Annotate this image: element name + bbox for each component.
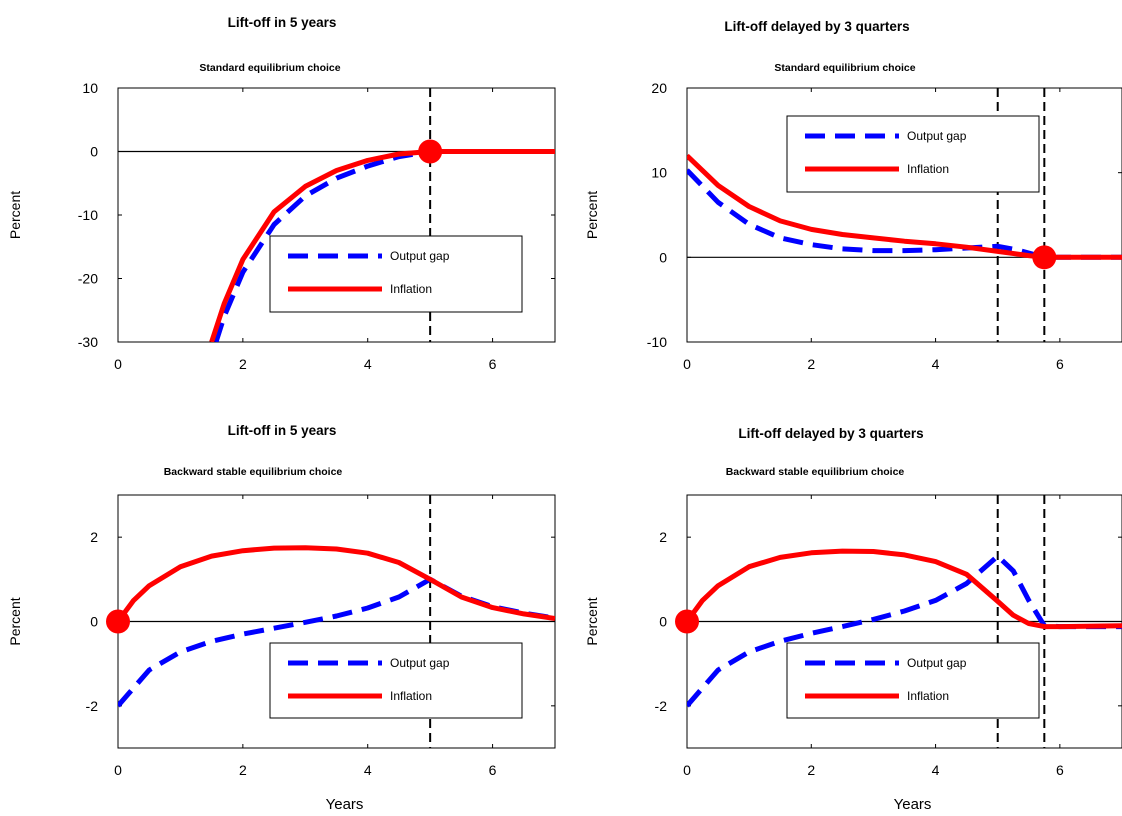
plot-area [687, 548, 1122, 708]
legend-label: Inflation [390, 282, 432, 296]
legend-label: Inflation [390, 689, 432, 703]
x-tick-label: 6 [489, 356, 497, 372]
liftoff-marker [675, 609, 699, 634]
y-tick-label: -2 [86, 698, 99, 714]
y-tick-label: -10 [78, 207, 98, 223]
x-tick-label: 2 [239, 762, 247, 778]
plot-area [118, 545, 555, 708]
y-axis-label: Percent [584, 191, 600, 239]
y-tick-label: 2 [90, 529, 98, 545]
legend: Output gap Inflation [269, 642, 523, 719]
x-tick-label: 6 [1056, 356, 1064, 372]
chart-subtitle: Backward stable equilibrium choice [164, 466, 343, 478]
y-tick-label: 0 [90, 614, 98, 630]
legend-box [786, 115, 1040, 193]
legend-box [786, 642, 1040, 719]
x-tick-label: 0 [683, 762, 691, 778]
x-tick-label: 2 [239, 356, 247, 372]
legend-label: Output gap [907, 656, 967, 670]
y-tick-label: -2 [655, 698, 668, 714]
x-tick-label: 6 [1056, 762, 1064, 778]
y-tick-label: -10 [647, 334, 667, 350]
x-tick-label: 4 [364, 762, 372, 778]
x-tick-label: 4 [932, 762, 940, 778]
x-tick-label: 0 [683, 356, 691, 372]
chart-panel-4: Lift-off delayed by 3 quarters Backward s… [584, 426, 1122, 813]
legend-box [269, 642, 523, 719]
y-tick-label: 0 [659, 614, 667, 630]
chart-subtitle: Standard equilibrium choice [199, 62, 340, 74]
chart-title: Lift-off in 5 years [228, 15, 337, 30]
chart-title: Lift-off in 5 years [228, 423, 337, 438]
x-tick-label: 4 [932, 356, 940, 372]
legend: Output gap Inflation [786, 115, 1040, 193]
y-tick-label: -30 [78, 334, 98, 350]
legend-label: Inflation [907, 689, 949, 703]
y-tick-label: 0 [90, 144, 98, 160]
legend: Output gap Inflation [269, 235, 523, 313]
output-gap-line [687, 553, 1122, 708]
y-tick-label: 10 [82, 80, 98, 96]
chart-subtitle: Standard equilibrium choice [774, 62, 915, 74]
y-tick-label: 0 [659, 249, 667, 265]
liftoff-marker [1032, 245, 1057, 270]
legend-label: Output gap [390, 249, 450, 263]
chart-panel-3: Lift-off in 5 years Backward stable equil… [7, 423, 556, 813]
liftoff-marker [418, 139, 443, 164]
legend-label: Inflation [907, 162, 949, 176]
chart-title: Lift-off delayed by 3 quarters [738, 426, 923, 441]
x-tick-label: 0 [114, 356, 122, 372]
chart-panel-1: Lift-off in 5 years Standard equilibrium … [7, 15, 556, 372]
plot-area [209, 149, 555, 342]
x-tick-label: 0 [114, 762, 122, 778]
legend: Output gap Inflation [786, 642, 1040, 719]
chart-title: Lift-off delayed by 3 quarters [724, 19, 909, 34]
inflation-line [118, 545, 555, 623]
axes-box [686, 87, 1122, 343]
legend-box [269, 235, 523, 313]
y-axis-label: Percent [7, 597, 23, 645]
x-tick-label: 2 [807, 762, 815, 778]
y-axis-label: Percent [584, 597, 600, 645]
x-tick-label: 4 [364, 356, 372, 372]
x-tick-label: 6 [489, 762, 497, 778]
inflation-line [687, 548, 1122, 630]
y-tick-label: 10 [651, 165, 667, 181]
inflation-line [209, 149, 555, 342]
x-axis-label: Years [894, 796, 932, 813]
x-tick-label: 2 [807, 356, 815, 372]
liftoff-marker [106, 609, 130, 634]
y-axis-label: Percent [7, 191, 23, 239]
chart-subtitle: Backward stable equilibrium choice [726, 466, 905, 478]
legend-label: Output gap [390, 656, 450, 670]
y-tick-label: 2 [659, 529, 667, 545]
y-tick-label: 20 [651, 80, 667, 96]
x-axis-label: Years [326, 796, 364, 813]
legend-label: Output gap [907, 129, 967, 143]
y-tick-label: -20 [78, 271, 98, 287]
chart-panel-2: Lift-off delayed by 3 quarters Standard e… [584, 19, 1122, 372]
